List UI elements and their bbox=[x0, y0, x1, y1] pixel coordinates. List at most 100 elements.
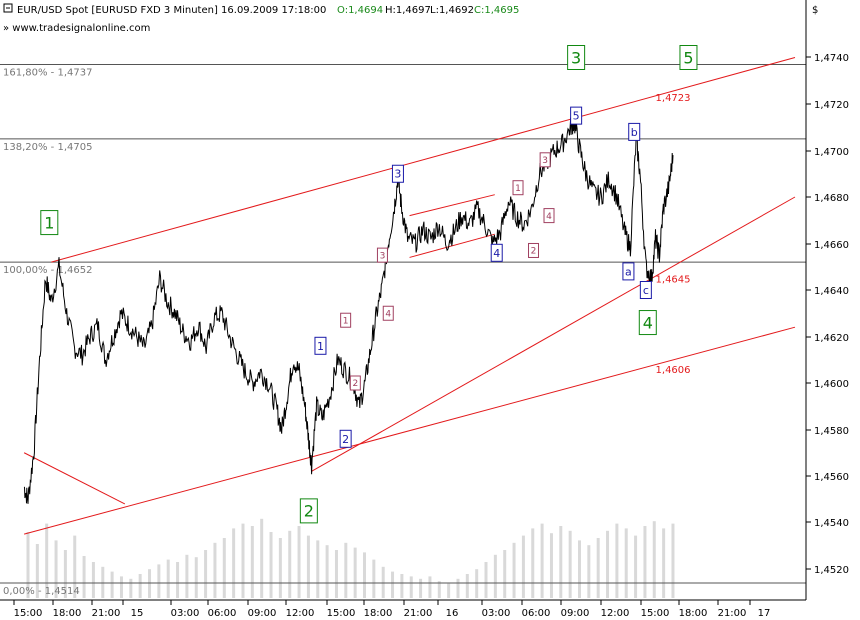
x-tick-label: 15:00 bbox=[14, 608, 43, 619]
wave-label-box bbox=[543, 208, 555, 224]
wave-label-minor: 2 bbox=[339, 429, 352, 448]
wave-label-text: a bbox=[625, 265, 632, 278]
wave-label-text: 4 bbox=[546, 212, 552, 222]
volume-bar bbox=[82, 556, 86, 598]
wave-label-text: 3 bbox=[394, 168, 401, 181]
volume-bar bbox=[624, 528, 628, 598]
volume-bar bbox=[269, 532, 273, 598]
x-tick-label: 06:00 bbox=[522, 608, 551, 619]
volume-bar bbox=[119, 576, 123, 598]
arrow-icon: » bbox=[3, 23, 12, 34]
wave-label-box bbox=[622, 262, 635, 281]
channel-line bbox=[23, 326, 796, 535]
wave-label-box bbox=[639, 281, 652, 299]
wave-label-text: 4 bbox=[493, 247, 500, 260]
y-tick-label: 1,4600 bbox=[814, 379, 849, 390]
volume-bar bbox=[166, 559, 170, 598]
wave-label-box bbox=[490, 243, 503, 262]
wave-label-text: 2 bbox=[342, 433, 349, 446]
x-tick-label: 09:00 bbox=[561, 608, 590, 619]
volume-bar bbox=[110, 571, 114, 598]
volume-bar bbox=[662, 528, 666, 598]
volume-bar bbox=[297, 526, 301, 598]
x-tick-label: 17 bbox=[758, 608, 771, 619]
price-target-label: 1,4606 bbox=[656, 365, 691, 376]
volume-bar bbox=[334, 550, 338, 598]
y-tick-label: 1,4620 bbox=[814, 333, 849, 344]
volume-bar bbox=[437, 581, 441, 598]
wave-label-text: 3 bbox=[542, 156, 548, 166]
x-axis: 15:00 18:00 21:00 15 03:00 06:00 09:00 12:00 15:… bbox=[13, 600, 771, 619]
volume-bar bbox=[63, 550, 67, 598]
volume-bar bbox=[129, 578, 133, 598]
instrument-title: EUR/USD Spot [EURUSD FXD 3 Minuten] 16.0… bbox=[17, 5, 326, 16]
volume-bar bbox=[409, 576, 413, 598]
y-tick-label: 1,4640 bbox=[814, 286, 849, 297]
wave-label-box bbox=[528, 242, 540, 258]
volume-bar bbox=[419, 578, 423, 598]
wave-label-sub: 2 bbox=[528, 242, 540, 258]
volume-bar bbox=[35, 544, 39, 598]
volume-bar bbox=[363, 552, 367, 598]
volume-bar bbox=[344, 542, 348, 598]
y-tick-label: 1,4560 bbox=[814, 472, 849, 483]
x-tick-label: 21:00 bbox=[92, 608, 121, 619]
wave-label-box bbox=[512, 180, 524, 196]
volume-layer bbox=[26, 518, 675, 598]
volume-bar bbox=[521, 535, 525, 598]
volume-bar bbox=[148, 569, 152, 598]
volume-bar bbox=[222, 538, 226, 598]
volume-bar bbox=[652, 521, 656, 598]
y-tick-label: 1,4720 bbox=[814, 100, 849, 111]
wave-label-sub: 4 bbox=[382, 305, 394, 321]
wave-label-text: 3 bbox=[380, 251, 386, 261]
wave-label-text: 4 bbox=[385, 309, 391, 319]
x-tick-label: 03:00 bbox=[171, 608, 200, 619]
x-tick-label: 15:00 bbox=[327, 608, 356, 619]
y-tick-label: 1,4580 bbox=[814, 426, 849, 437]
wave-label-box bbox=[339, 429, 352, 448]
channel-line bbox=[23, 452, 126, 505]
x-tick-label: 18:00 bbox=[53, 608, 82, 619]
price-target-label: 1,4723 bbox=[656, 93, 691, 104]
open-value: O:1,4694 bbox=[337, 5, 383, 16]
wave-label-box bbox=[679, 45, 698, 70]
wave-label-minor: 1 bbox=[314, 336, 327, 355]
volume-bar bbox=[531, 528, 535, 598]
volume-bar bbox=[606, 530, 610, 598]
wave-label-box bbox=[382, 305, 394, 321]
fibonacci-label: 138,20% - 1,4705 bbox=[3, 142, 92, 153]
volume-bar bbox=[447, 583, 451, 598]
volume-bar bbox=[213, 542, 217, 598]
wave-label-sub: 4 bbox=[543, 208, 555, 224]
website-link[interactable]: » www.tradesignalonline.com bbox=[3, 23, 150, 34]
volume-bar bbox=[353, 547, 357, 598]
wave-label-text: 3 bbox=[571, 48, 581, 67]
channel-line bbox=[311, 196, 796, 472]
wave-label-major: 2 bbox=[299, 498, 318, 524]
wave-label-text: 1 bbox=[317, 340, 324, 353]
wave-label-sub: 3 bbox=[376, 247, 388, 263]
wave-label-text: 5 bbox=[683, 48, 693, 67]
volume-bar bbox=[456, 578, 460, 598]
volume-bar bbox=[596, 538, 600, 598]
volume-bar bbox=[568, 530, 572, 598]
currency-symbol: $ bbox=[812, 5, 818, 16]
volume-bar bbox=[493, 554, 497, 598]
volume-bar bbox=[671, 523, 675, 598]
price-layer bbox=[23, 117, 674, 504]
y-tick-label: 1,4540 bbox=[814, 518, 849, 529]
price-target-label: 1,4645 bbox=[656, 274, 691, 285]
volume-bar bbox=[400, 574, 404, 598]
volume-bar bbox=[484, 562, 488, 598]
wave-label-minor: a bbox=[622, 262, 635, 281]
wave-label-box bbox=[638, 310, 657, 336]
volume-bar bbox=[381, 566, 385, 598]
volume-bar bbox=[316, 540, 320, 598]
volume-bar bbox=[559, 526, 563, 598]
wave-label-text: 2 bbox=[531, 247, 537, 257]
wave-label-major: 3 bbox=[567, 45, 586, 70]
wave-label-minor: 5 bbox=[570, 106, 583, 125]
wave-label-text: 1 bbox=[515, 184, 521, 194]
wave-label-sub: 1 bbox=[512, 180, 524, 196]
